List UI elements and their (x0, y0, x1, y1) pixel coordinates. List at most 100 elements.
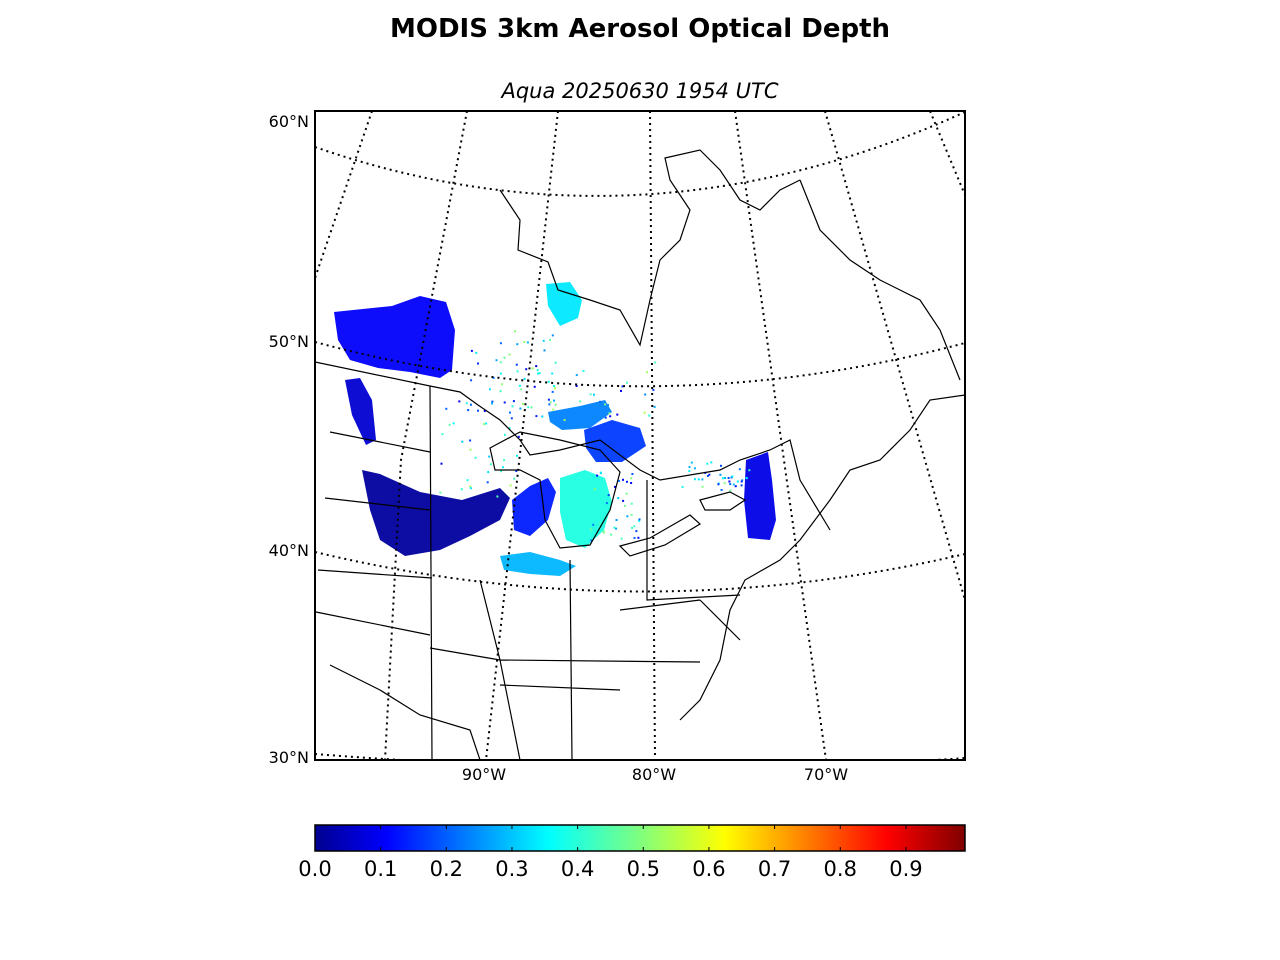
aod-speckle (633, 525, 636, 528)
colorbar-frame (314, 824, 966, 852)
aod-speckle (646, 371, 648, 374)
aod-speckle (516, 343, 519, 346)
aod-speckle (638, 518, 641, 521)
aod-speckle (500, 470, 502, 473)
aod-speckle (734, 485, 737, 488)
aod-speckle (617, 497, 620, 500)
colorbar-tick-label: 0.6 (692, 857, 725, 881)
aod-region-northern-minnesota-ontario (334, 296, 455, 378)
aod-speckle (749, 461, 752, 464)
aod-speckle (486, 481, 489, 484)
aod-speckle (727, 477, 730, 479)
aod-speckle (554, 387, 557, 390)
aod-speckle (719, 473, 722, 476)
aod-speckle (740, 480, 743, 483)
aod-speckle (492, 376, 495, 379)
aod-region-north-dakota-minnesota-west (345, 378, 376, 445)
aod-region-southern-minnesota-iowa (362, 470, 510, 556)
aod-speckle (469, 448, 472, 451)
aod-speckle (499, 372, 502, 375)
aod-speckle (552, 408, 555, 411)
aod-data-layer (334, 282, 776, 576)
colorbar-tick-label: 0.8 (824, 857, 857, 881)
aod-speckle (488, 455, 491, 458)
aod-speckle (553, 399, 555, 402)
aod-speckle (504, 433, 506, 436)
lat-label-60n: 60°N (269, 112, 309, 131)
aod-speckle (731, 475, 734, 478)
aod-speckle (643, 411, 646, 414)
aod-speckle (615, 527, 617, 530)
aod-speckle (653, 405, 656, 408)
aod-speckle (499, 390, 502, 393)
aod-speckle (706, 462, 709, 465)
colorbar-tick-label: 0.4 (561, 857, 594, 881)
colorbar-labels: 0.0 0.1 0.2 0.3 0.4 0.5 0.6 0.7 0.8 0.9 (298, 857, 922, 881)
aod-speckle (439, 491, 442, 494)
aod-speckle (706, 475, 709, 477)
aod-speckle (604, 403, 607, 406)
aod-speckle (477, 409, 479, 412)
aod-speckle (512, 400, 515, 403)
aod-speckle (466, 479, 469, 482)
aod-speckle-layer (439, 330, 752, 542)
aod-speckle (445, 407, 448, 410)
aod-speckle (538, 372, 541, 375)
meridian-80w (649, 111, 656, 760)
aod-speckle (729, 483, 732, 486)
boundaries (315, 149, 965, 760)
aod-speckle (720, 489, 723, 491)
colorbar-tick-label: 0.0 (298, 857, 331, 881)
colorbar-tick-label: 0.7 (758, 857, 791, 881)
aod-speckle (710, 461, 713, 464)
aod-speckle (469, 487, 472, 490)
aod-speckle (575, 385, 578, 387)
aod-speckle (722, 477, 724, 480)
aod-speckle (602, 530, 605, 532)
aod-speckle (608, 412, 611, 415)
aod-speckle (746, 469, 749, 472)
aod-speckle (618, 479, 620, 482)
aod-speckle (563, 419, 566, 422)
aod-speckle (515, 363, 518, 366)
lon-label-70w: 70°W (804, 765, 848, 784)
us-state-lines (315, 385, 741, 760)
aod-speckle (613, 526, 616, 529)
aod-speckle (626, 381, 628, 384)
aod-speckle (592, 523, 595, 526)
aod-speckle (728, 480, 731, 483)
aod-speckle (488, 388, 491, 391)
lat-label-50n: 50°N (269, 332, 309, 351)
aod-speckle (515, 470, 518, 472)
aod-speckle (523, 377, 526, 380)
aod-speckle (738, 468, 741, 471)
aod-speckle (509, 484, 512, 487)
great-lakes-outline (489, 431, 621, 549)
aod-speckle (693, 467, 696, 470)
aod-speckle (452, 422, 455, 425)
canada-us-border (315, 361, 831, 531)
aod-speckle (502, 466, 505, 469)
map-title: MODIS 3km Aerosol Optical Depth (389, 14, 891, 44)
aod-speckle (644, 393, 647, 396)
aod-speckle (495, 359, 498, 362)
aod-speckle (549, 338, 551, 341)
aod-speckle (483, 410, 486, 412)
aod-speckle (607, 494, 610, 497)
aod-speckle (525, 368, 528, 371)
aod-speckle (609, 415, 612, 418)
aod-speckle (596, 474, 599, 477)
aod-speckle (623, 504, 626, 507)
map-frame (314, 110, 966, 761)
aod-speckle (554, 403, 557, 406)
aod-speckle (499, 361, 502, 364)
aod-speckle (630, 502, 633, 505)
meridian-85w (485, 111, 559, 760)
aod-speckle (483, 423, 485, 426)
aod-speckle (549, 401, 552, 404)
aod-speckle (616, 413, 619, 416)
aod-speckle (520, 388, 523, 391)
lake-erie-outline (618, 514, 702, 557)
aod-speckle (610, 533, 613, 536)
aod-speckle (522, 403, 524, 405)
